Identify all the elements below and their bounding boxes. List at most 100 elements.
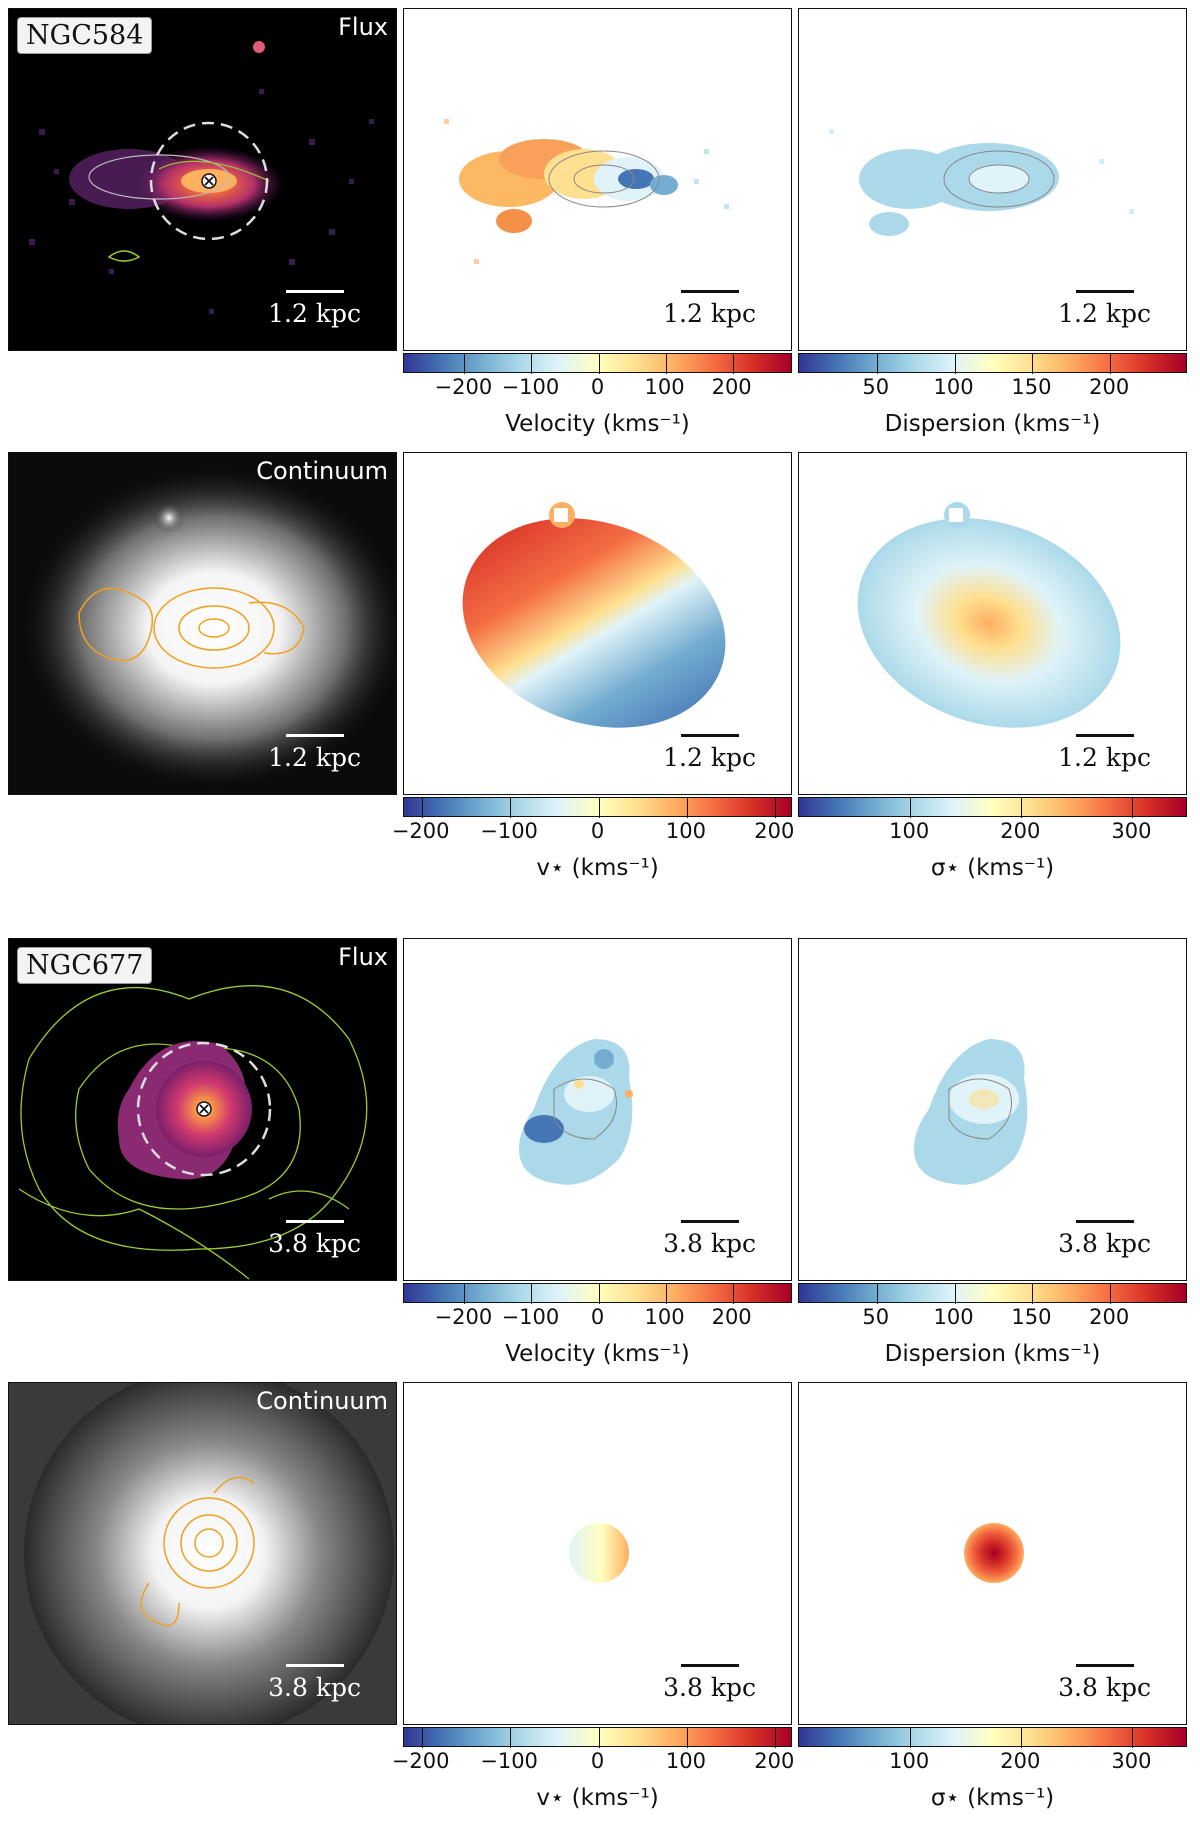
dispersion-colorbar: Dispersion (kms⁻¹) 50 100 150 200	[798, 1283, 1187, 1367]
colorbar-label: Dispersion (kms⁻¹)	[884, 411, 1101, 437]
colorbar-tick-label: −200	[434, 1305, 493, 1329]
colorbar-tick-label: 200	[711, 1305, 752, 1329]
colorbar-tick-label: 200	[711, 375, 752, 399]
scale-bar: 1.2 kpc	[268, 290, 361, 328]
continuum-map	[24, 468, 396, 788]
colorbar-tick-label: 100	[889, 819, 930, 843]
colorbar-tick	[665, 1284, 667, 1304]
colorbar-tick-label: 100	[889, 1749, 930, 1773]
colorbar-tick-label: 200	[754, 1749, 795, 1773]
scale-bar: 3.8 kpc	[663, 1664, 756, 1702]
scale-label: 3.8 kpc	[663, 1673, 756, 1702]
stellar-dispersion-map	[964, 1523, 1024, 1583]
stellar-velocity-map	[569, 1523, 629, 1583]
colorbar-tick-label: 200	[1000, 819, 1041, 843]
colorbar-tick-label: −200	[391, 1749, 450, 1773]
scale-label: 3.8 kpc	[268, 1229, 361, 1258]
panel-title: Flux	[338, 943, 388, 971]
colorbar-tick	[421, 1728, 423, 1748]
colorbar-tick	[1021, 798, 1023, 818]
scale-bar: 1.2 kpc	[663, 290, 756, 328]
colorbar-gradient	[403, 797, 792, 818]
colorbar-tick-label: 300	[1111, 819, 1152, 843]
scale-label: 1.2 kpc	[1058, 743, 1151, 772]
colorbar-gradient	[798, 1727, 1187, 1748]
colorbar-tick	[775, 798, 777, 818]
scale-bar: 3.8 kpc	[1058, 1664, 1151, 1702]
colorbar-tick	[665, 354, 667, 374]
ngc584-gas-velocity-panel: 1.2 kpc	[403, 8, 792, 351]
ngc584-flux-panel: NGC584 Flux 1.2 kpc	[8, 8, 397, 351]
colorbar-tick	[876, 354, 878, 374]
colorbar-tick-label: −200	[391, 819, 450, 843]
colorbar-tick	[598, 1284, 600, 1304]
flux-map	[29, 41, 374, 314]
colorbar-tick-label: 100	[665, 819, 706, 843]
stellar-dispersion-map	[857, 502, 1121, 728]
colorbar-tick	[531, 354, 533, 374]
galaxy-name-label: NGC584	[17, 17, 153, 54]
panel-title: Continuum	[256, 457, 388, 485]
colorbar-tick-label: 300	[1111, 1749, 1152, 1773]
colorbar-tick	[598, 354, 600, 374]
colorbar-gradient	[798, 1283, 1187, 1304]
colorbar-tick	[598, 1728, 600, 1748]
colorbar-tick	[598, 798, 600, 818]
colorbar-tick-label: 150	[1011, 1305, 1052, 1329]
ngc677-continuum-panel: Continuum 3.8 kpc	[8, 1382, 397, 1725]
colorbar-tick	[1110, 354, 1112, 374]
colorbar-tick	[1032, 354, 1034, 374]
colorbar-tick-label: 200	[1089, 375, 1130, 399]
colorbar-tick	[464, 1284, 466, 1304]
colorbar-tick-label: 100	[933, 375, 974, 399]
scale-bar: 3.8 kpc	[663, 1220, 756, 1258]
colorbar-gradient	[403, 1727, 792, 1748]
ngc584-continuum-panel: Continuum 1.2 kpc	[8, 452, 397, 795]
colorbar-tick	[1110, 1284, 1112, 1304]
colorbar-tick	[732, 1284, 734, 1304]
gas-dispersion-map	[829, 129, 1134, 236]
colorbar-tick	[876, 1284, 878, 1304]
ngc584-stellar-dispersion-panel: 1.2 kpc	[798, 452, 1187, 795]
colorbar-label: Velocity (kms⁻¹)	[505, 1341, 690, 1367]
scale-bar: 3.8 kpc	[268, 1664, 361, 1702]
colorbar-tick-label: 0	[590, 1305, 605, 1329]
colorbar-tick	[910, 1728, 912, 1748]
ngc584-gas-dispersion-panel: 1.2 kpc	[798, 8, 1187, 351]
colorbar-label: σ⋆ (kms⁻¹)	[930, 855, 1055, 881]
scale-bar: 3.8 kpc	[268, 1220, 361, 1258]
panel-title: Continuum	[256, 1387, 388, 1415]
colorbar-tick	[464, 354, 466, 374]
colorbar-tick-label: −100	[480, 819, 538, 843]
colorbar-tick	[421, 798, 423, 818]
scale-label: 3.8 kpc	[1058, 1229, 1151, 1258]
velocity-colorbar: Velocity (kms⁻¹) −200 −100 0 100 200	[403, 1283, 792, 1367]
colorbar-tick-label: −100	[480, 1749, 538, 1773]
scale-label: 3.8 kpc	[663, 1229, 756, 1258]
ngc677-stellar-dispersion-panel: 3.8 kpc	[798, 1382, 1187, 1725]
colorbar-tick	[954, 354, 956, 374]
scale-label: 3.8 kpc	[268, 1673, 361, 1702]
scale-label: 1.2 kpc	[268, 743, 361, 772]
scale-bar: 1.2 kpc	[663, 734, 756, 772]
continuum-map	[9, 1383, 396, 1724]
colorbar-tick	[510, 798, 512, 818]
scale-label: 3.8 kpc	[1058, 1673, 1151, 1702]
colorbar-tick	[954, 1284, 956, 1304]
colorbar-tick-label: 200	[754, 819, 795, 843]
colorbar-gradient	[798, 797, 1187, 818]
colorbar-tick-label: 0	[590, 1749, 605, 1773]
colorbar-tick	[732, 354, 734, 374]
colorbar-tick-label: 100	[933, 1305, 974, 1329]
galaxy-name-label: NGC677	[17, 947, 153, 984]
scale-bar: 3.8 kpc	[1058, 1220, 1151, 1258]
ngc677-gas-velocity-panel: 3.8 kpc	[403, 938, 792, 1281]
colorbar-tick-label: 0	[590, 819, 605, 843]
colorbar-tick	[531, 1284, 533, 1304]
stellar-velocity-colorbar: v⋆ (kms⁻¹) −200 −100 0 100 200	[392, 1727, 794, 1811]
scale-bar: 1.2 kpc	[268, 734, 361, 772]
colorbar-tick-label: 0	[590, 375, 605, 399]
velocity-colorbar: Velocity (kms⁻¹) −200 −100 0 100 200	[403, 353, 792, 437]
scale-label: 1.2 kpc	[663, 299, 756, 328]
scale-label: 1.2 kpc	[268, 299, 361, 328]
